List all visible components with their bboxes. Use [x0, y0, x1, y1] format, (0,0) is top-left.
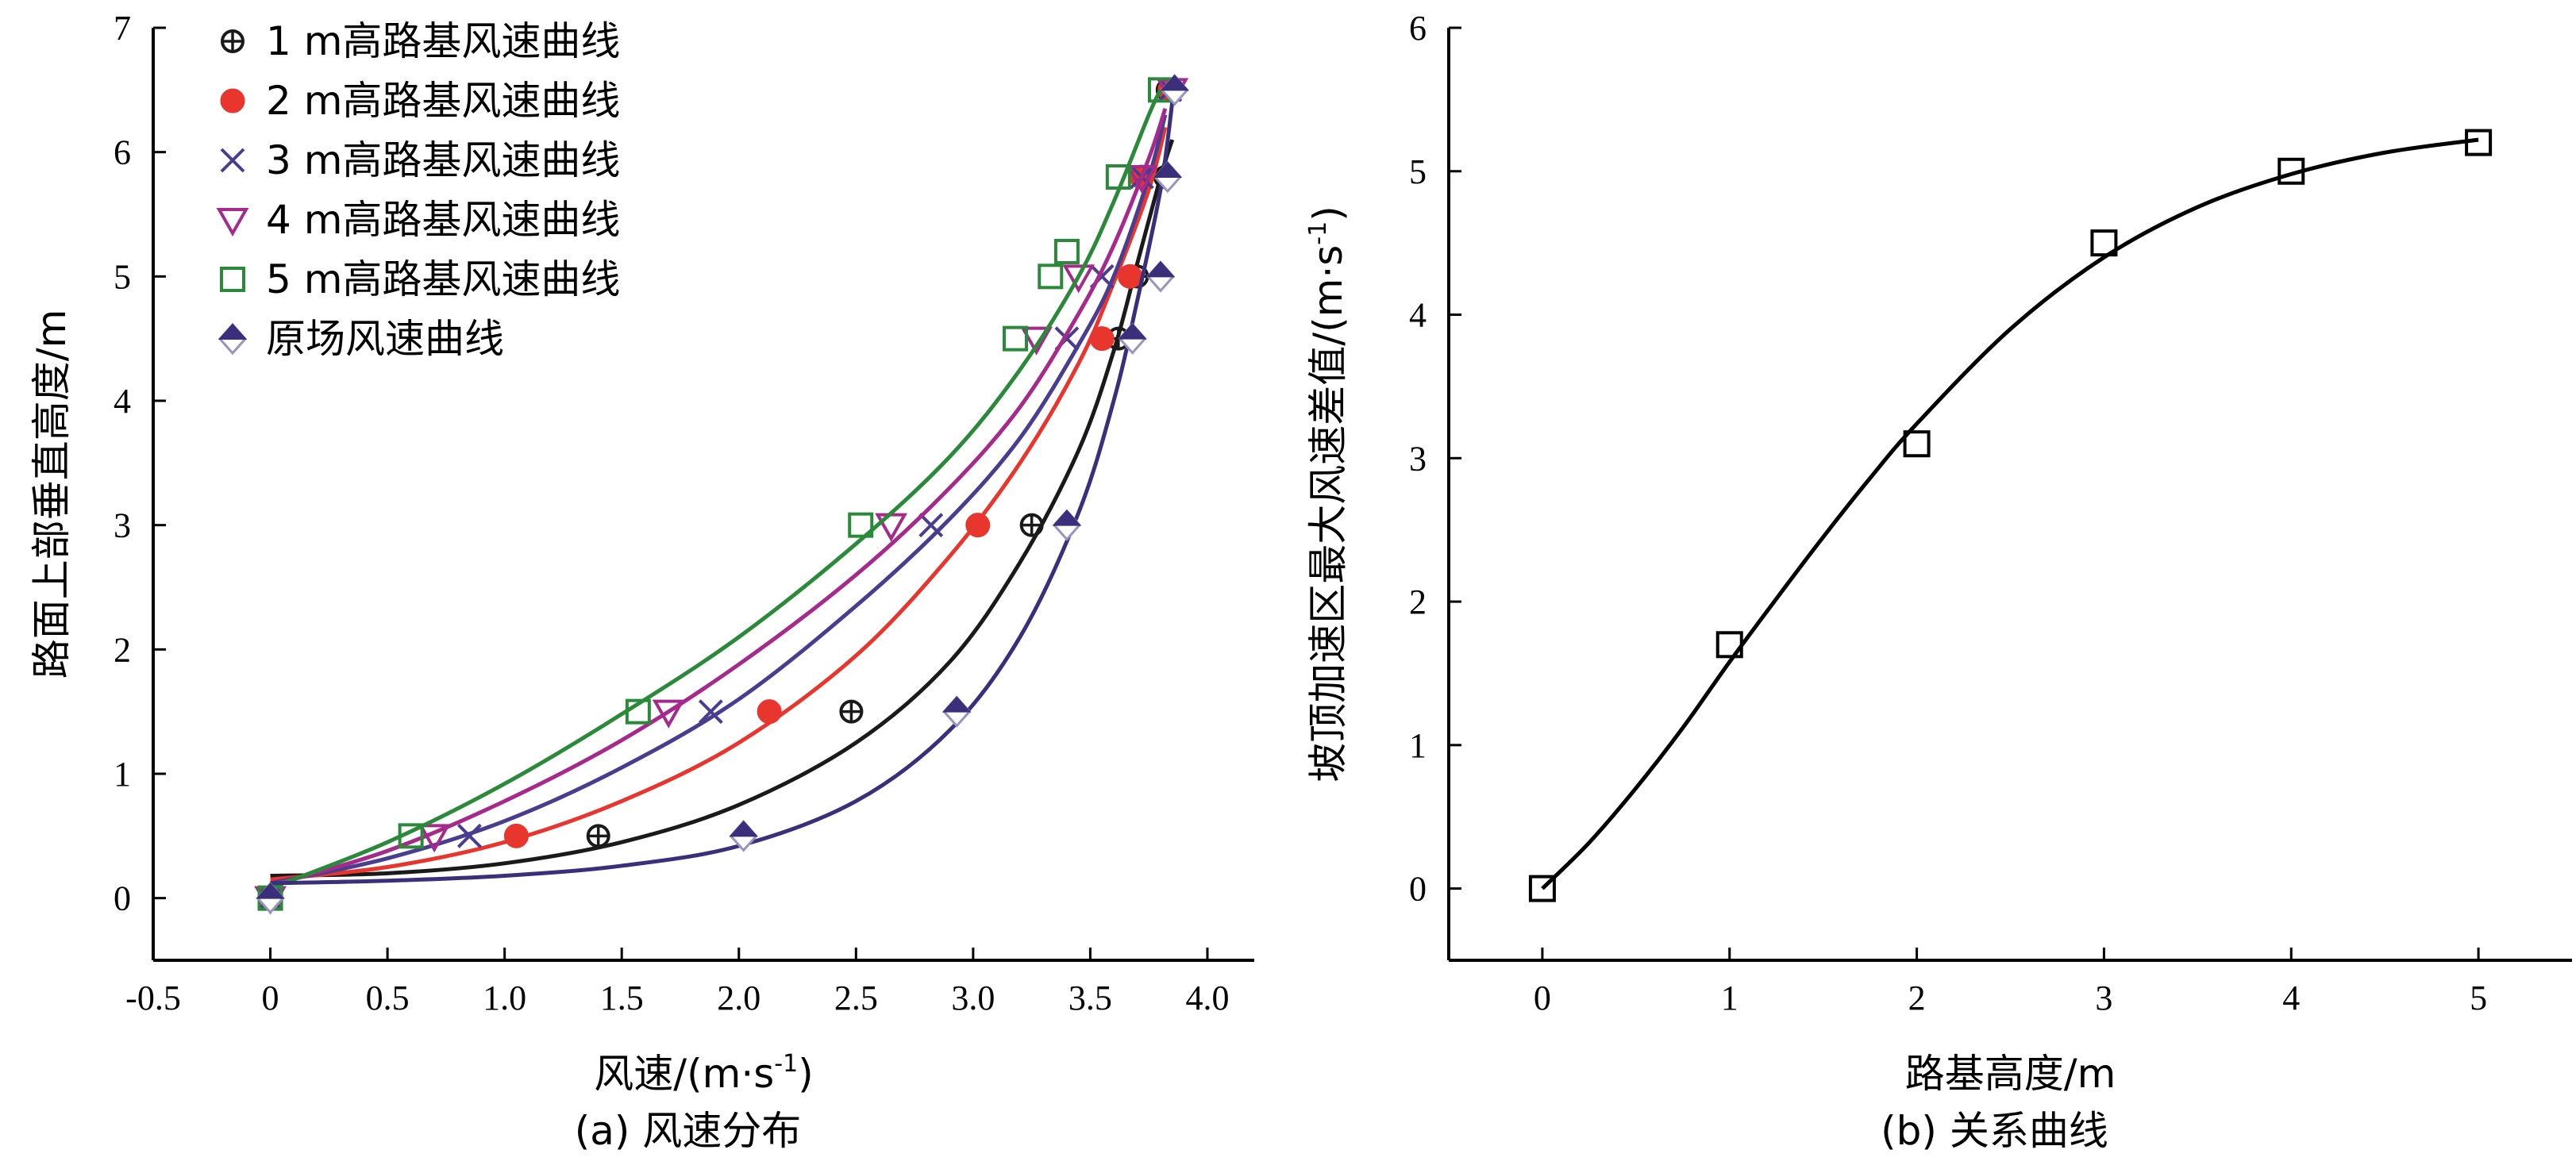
data-point [918, 513, 944, 538]
y-tick-label: 1 [114, 755, 131, 794]
x-axis-title: 风速/(m·s-1) [594, 1050, 813, 1097]
data-point [625, 698, 651, 725]
data-point [1002, 325, 1028, 352]
data-point [398, 823, 424, 849]
data-point [729, 820, 758, 852]
y-tick-label: 7 [114, 9, 131, 48]
x-tick-label: 0 [262, 979, 279, 1017]
data-point [1038, 263, 1064, 290]
data-point [1019, 513, 1044, 537]
series-fit-line [270, 139, 1175, 878]
y-tick-label: 4 [1409, 296, 1427, 335]
x-tick-label: 2.5 [834, 979, 878, 1017]
x-tick-label: 1.0 [483, 979, 526, 1017]
data-point [1160, 74, 1189, 106]
series-fit-line [1541, 137, 2479, 890]
x-tick-label: 2.0 [717, 979, 760, 1017]
x-tick-label: -0.5 [125, 979, 181, 1017]
y-tick-label: 1 [1409, 726, 1427, 765]
legend-marker [216, 208, 249, 237]
data-point [256, 882, 285, 914]
data-point [1020, 326, 1053, 356]
legend-marker [220, 88, 245, 113]
legend-marker [218, 322, 248, 356]
y-tick-label: 6 [114, 133, 131, 172]
legend-entry: 3 m高路基风速曲线 [266, 137, 620, 183]
data-point [1528, 875, 1556, 902]
x-tick-label: 3.5 [1069, 979, 1112, 1017]
data-point [2465, 129, 2493, 156]
series-fit-line [269, 108, 1168, 888]
x-tick-label: 0.5 [366, 979, 410, 1017]
y-tick-label: 0 [114, 879, 131, 918]
x-tick-label: 4 [2282, 979, 2300, 1017]
y-tick-label: 5 [114, 257, 131, 296]
series-6 [256, 74, 1189, 914]
legend-entry: 5 m高路基风速曲线 [266, 256, 620, 302]
series-fit-line [270, 102, 1175, 886]
panel-caption: (a) 风速分布 [575, 1108, 802, 1154]
y-axis-title: 路面上部垂直高度/m [29, 310, 75, 679]
data-point [1052, 509, 1082, 541]
x-tick-label: 0 [1534, 979, 1551, 1017]
x-axis-title: 路基高度/m [1905, 1051, 2116, 1097]
data-point [757, 699, 782, 725]
y-tick-label: 3 [1409, 439, 1427, 478]
data-point [698, 699, 723, 725]
data-point [1715, 631, 1743, 659]
data-point [848, 512, 874, 538]
data-point [2090, 229, 2118, 257]
data-point [839, 699, 864, 724]
data-point [1089, 326, 1115, 352]
y-tick-label: 5 [1409, 152, 1427, 191]
data-point [1118, 263, 1143, 289]
y-tick-label: 2 [1409, 583, 1427, 621]
series-fit-line [270, 114, 1168, 886]
series-fit-line [269, 89, 1163, 890]
y-tick-label: 2 [114, 630, 131, 669]
data-point [586, 824, 610, 848]
legend-marker [221, 29, 245, 53]
series-fit-line [270, 126, 1168, 882]
legend-entry: 2 m高路基风速曲线 [266, 78, 620, 124]
data-point [1153, 160, 1183, 194]
panel-a-wind-speed-distribution: -0.5 0 0.5 1.0 1.5 2.0 2.5 3.0 3.5 4.0 0 1 2 3 4 5 6 7 风速/… [29, 9, 1254, 1154]
data-point [1053, 239, 1080, 264]
x-tick-label: 4.0 [1185, 979, 1229, 1017]
data-point [1062, 264, 1095, 294]
y-tick-label: 4 [114, 382, 131, 421]
x-tick-label: 3.0 [951, 979, 995, 1017]
x-tick-label: 3 [2095, 979, 2112, 1017]
series-1 [1528, 129, 2493, 902]
data-point [503, 823, 529, 848]
data-point [1146, 260, 1176, 293]
data-point [941, 695, 972, 728]
legend-marker [220, 267, 245, 292]
legend: 1 m高路基风速曲线 2 m高路基风速曲线 3 m高路基风速曲线 4 m高路基风速曲线… [216, 18, 620, 362]
y-tick-label: 3 [114, 506, 131, 545]
data-point [1903, 430, 1931, 458]
y-tick-label: 6 [1409, 9, 1427, 48]
data-point [456, 823, 482, 848]
data-point [1105, 164, 1131, 190]
data-point [1125, 165, 1158, 194]
y-axis-title: 坡顶加速区最大风速差值/(m·s-1) [1304, 206, 1351, 782]
x-tick-label: 1 [1721, 979, 1739, 1017]
x-tick-label: 1.5 [600, 979, 644, 1017]
legend-entry: 1 m高路基风速曲线 [266, 18, 620, 64]
data-point [418, 824, 451, 853]
y-tick-label: 0 [1409, 870, 1427, 909]
data-point [965, 513, 991, 538]
data-point [2278, 157, 2305, 185]
x-tick-label: 2 [1908, 979, 1926, 1017]
data-point [1118, 322, 1147, 355]
panel-caption: (b) 关系曲线 [1881, 1108, 2108, 1154]
legend-marker [220, 148, 245, 173]
legend-entry: 4 m高路基风速曲线 [266, 197, 620, 243]
x-tick-label: 5 [2470, 979, 2487, 1017]
legend-entry: 原场风速曲线 [266, 316, 504, 362]
data-point [652, 699, 685, 729]
panel-b-relation-curve: 0 1 2 3 4 5 0 1 2 3 4 5 6 路基高度/m 坡顶加速区最大风速差值/(m·s-1) (b… [1304, 9, 2572, 1154]
